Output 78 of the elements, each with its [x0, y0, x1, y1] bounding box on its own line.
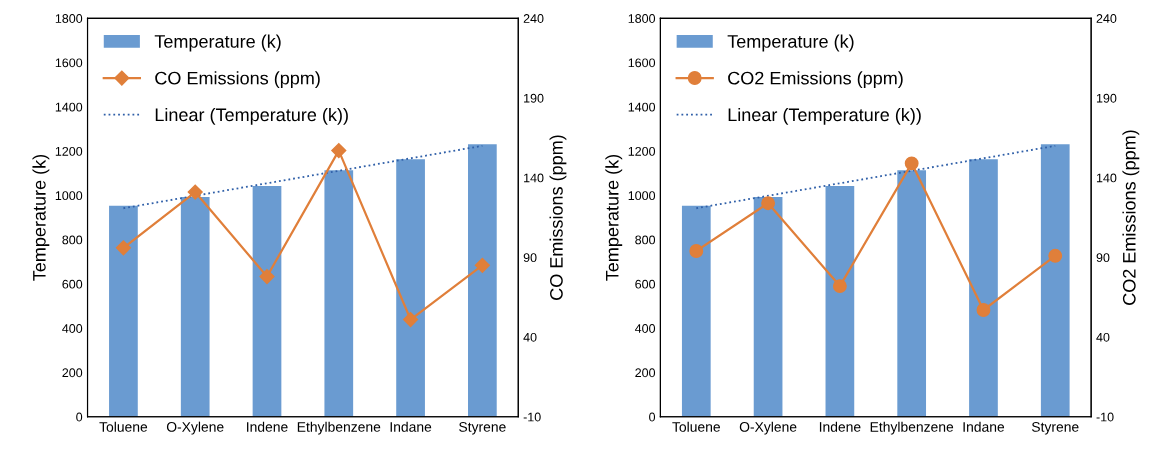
y2-axis-title: CO Emissions (ppm): [549, 135, 567, 300]
point: [976, 303, 991, 317]
legend-label: Temperature (k): [727, 34, 854, 52]
y2-tick-label: 140: [1096, 173, 1117, 183]
y-tick-label: 600: [635, 279, 656, 289]
x-tick-label: Ethylbenzene: [870, 421, 954, 435]
x-tick-label: Toluene: [99, 421, 148, 432]
x-tick-label: Indene: [247, 421, 288, 432]
y-tick-label: 800: [635, 235, 656, 245]
point: [259, 268, 275, 285]
x-tick-label: Toluene: [672, 421, 721, 432]
bar: [1040, 144, 1070, 417]
y-tick-label: 1200: [55, 146, 83, 156]
y-tick-label: 1800: [55, 14, 83, 23]
y-tick-label: 1800: [628, 14, 656, 23]
legend-label: CO Emissions (ppm): [155, 71, 320, 89]
y-tick-label: 400: [62, 324, 83, 333]
bar: [753, 196, 783, 417]
y-tick-label: 400: [634, 324, 656, 333]
legend-label: Linear (Temperature (k)): [155, 107, 348, 125]
y-tick-label: 1000: [55, 191, 83, 201]
y2-tick-label: 90: [1096, 253, 1110, 263]
bar: [109, 205, 138, 417]
y-tick-label: 1600: [55, 58, 83, 68]
bar: [396, 159, 425, 417]
y-tick-label: 0: [649, 412, 656, 422]
y-tick-label: 1400: [628, 102, 656, 112]
point: [115, 240, 131, 256]
y-tick-label: 1600: [628, 58, 656, 68]
x-tick-label: Ethylbenzene: [297, 421, 381, 435]
y-tick-label: 800: [62, 235, 83, 245]
point: [832, 279, 847, 294]
y2-tick-label: 240: [523, 14, 544, 23]
legend-label: Temperature (k): [154, 34, 281, 52]
legend-label: CO2 Emissions (ppm): [728, 71, 903, 89]
y-tick-label: 0: [76, 412, 83, 422]
y-tick-label: 1400: [55, 102, 83, 112]
y-tick-label: 600: [62, 279, 83, 289]
y2-axis-title: CO2 Emissions (ppm): [1122, 130, 1140, 305]
bar: [681, 205, 711, 417]
point: [403, 311, 419, 328]
y-tick-label: 1200: [628, 146, 656, 156]
point: [331, 143, 347, 159]
y2-tick-label: 190: [1096, 93, 1117, 103]
x-tick-label: Indane: [390, 421, 432, 432]
x-tick-label: Indane: [963, 421, 1005, 432]
point: [761, 196, 776, 211]
bar: [468, 144, 497, 417]
y2-tick-label: 240: [1096, 14, 1117, 23]
bar: [180, 196, 210, 417]
point: [904, 156, 919, 171]
legend-label: Linear (Temperature (k)): [728, 107, 921, 125]
x-tick-label: O-Xylene: [166, 421, 224, 435]
bar: [324, 170, 354, 417]
x-tick-label: Indene: [819, 421, 861, 432]
bar: [825, 186, 855, 417]
point: [187, 184, 203, 200]
y-tick-label: 200: [635, 368, 656, 378]
point: [1048, 248, 1063, 263]
y2-tick-label: -10: [1096, 412, 1114, 422]
y2-tick-label: 90: [523, 253, 537, 263]
y2-tick-label: 190: [524, 93, 544, 103]
x-tick-label: Styrene: [459, 422, 506, 435]
x-tick-label: Styrene: [1031, 422, 1079, 435]
y2-tick-label: 40: [523, 332, 537, 342]
y2-tick-label: -10: [523, 412, 541, 422]
point: [689, 244, 704, 258]
point: [474, 257, 490, 273]
bar: [897, 170, 927, 417]
y2-tick-label: 140: [524, 173, 544, 183]
bar: [969, 159, 998, 417]
y-axis-title: Temperature (k): [32, 154, 50, 281]
y2-tick-label: 40: [1096, 332, 1110, 342]
y-tick-label: 1000: [628, 191, 656, 201]
x-tick-label: O-Xylene: [739, 421, 797, 435]
y-axis-title: Temperature (k): [605, 154, 623, 281]
y-tick-label: 200: [62, 368, 83, 378]
bar: [252, 186, 282, 417]
